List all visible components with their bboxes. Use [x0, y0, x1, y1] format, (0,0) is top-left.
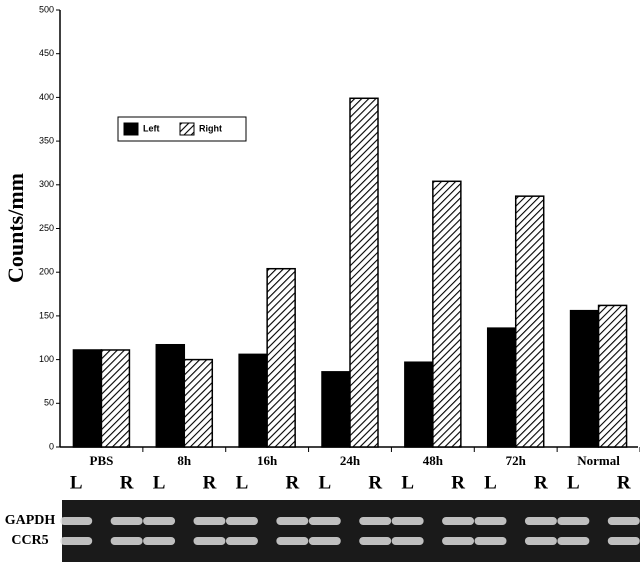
- gel-band: [359, 537, 392, 545]
- bar: [569, 309, 600, 448]
- lane-label: R: [534, 472, 548, 493]
- bar: [432, 180, 462, 448]
- lane-label: L: [70, 472, 83, 493]
- gel-band: [391, 537, 424, 545]
- legend-swatch: [179, 122, 195, 136]
- legend-label: Left: [143, 123, 160, 133]
- lane-label: L: [401, 472, 414, 493]
- gel-band: [391, 517, 424, 525]
- gel-band: [225, 537, 258, 545]
- gel-band: [308, 537, 341, 545]
- lane-label: R: [285, 472, 299, 493]
- gel-label: GAPDH: [5, 513, 56, 528]
- bar: [349, 97, 379, 448]
- bar: [155, 343, 186, 448]
- gel-band: [276, 517, 309, 525]
- legend-swatch: [123, 122, 139, 136]
- y-tick-label: 300: [39, 179, 54, 189]
- lane-label: L: [153, 472, 166, 493]
- lane-label: L: [567, 472, 580, 493]
- lane-label: L: [236, 472, 249, 493]
- y-axis-label: Counts/mm: [3, 173, 28, 283]
- lane-label: L: [318, 472, 331, 493]
- gel-band: [359, 517, 392, 525]
- y-tick-label: 400: [39, 92, 54, 102]
- y-tick-label: 450: [39, 48, 54, 58]
- bar: [514, 195, 545, 448]
- y-tick-label: 500: [39, 4, 54, 14]
- lane-label: L: [484, 472, 497, 493]
- gel: [62, 500, 640, 562]
- lane-label: R: [120, 472, 134, 493]
- y-tick-label: 250: [39, 223, 54, 233]
- gel-band: [607, 517, 640, 525]
- gel-band: [60, 537, 93, 545]
- gel-band: [60, 517, 93, 525]
- gel-band: [524, 517, 557, 525]
- bar: [183, 358, 214, 448]
- gel-band: [110, 517, 143, 525]
- gel-band: [607, 537, 640, 545]
- x-tick-label: Normal: [577, 453, 620, 468]
- bar: [238, 353, 268, 448]
- lane-label: R: [203, 472, 217, 493]
- gel-label: CCR5: [11, 533, 48, 548]
- gel-band: [193, 537, 226, 545]
- y-tick-label: 350: [39, 135, 54, 145]
- bar: [597, 304, 628, 448]
- lane-label: R: [368, 472, 382, 493]
- gel-band: [524, 537, 557, 545]
- x-tick-label: 72h: [506, 453, 527, 468]
- x-tick-label: 16h: [257, 453, 278, 468]
- gel-band: [308, 517, 341, 525]
- gel-band: [474, 537, 507, 545]
- lane-label: R: [617, 472, 631, 493]
- y-tick-label: 50: [44, 398, 54, 408]
- gel-band: [474, 517, 507, 525]
- y-tick-label: 150: [39, 310, 54, 320]
- gel-band: [276, 537, 309, 545]
- gel-band: [442, 517, 475, 525]
- legend-label: Right: [199, 123, 222, 133]
- bar: [404, 361, 434, 448]
- gel-band: [110, 537, 143, 545]
- gel-band: [557, 517, 590, 525]
- gel-band: [143, 537, 176, 545]
- gel-band: [557, 537, 590, 545]
- gel-band: [193, 517, 226, 525]
- bar: [266, 267, 296, 448]
- x-tick-label: 48h: [423, 453, 444, 468]
- x-tick-label: 24h: [340, 453, 361, 468]
- bar: [72, 349, 103, 448]
- bar: [486, 327, 517, 448]
- y-tick-label: 0: [49, 441, 54, 451]
- lane-label: R: [451, 472, 465, 493]
- gel-band: [442, 537, 475, 545]
- x-tick-label: 8h: [177, 453, 192, 468]
- bar: [321, 371, 351, 448]
- gel-band: [225, 517, 258, 525]
- gel-band: [143, 517, 176, 525]
- x-tick-label: PBS: [90, 453, 114, 468]
- bar: [100, 349, 131, 448]
- y-tick-label: 100: [39, 354, 54, 364]
- y-tick-label: 200: [39, 267, 54, 277]
